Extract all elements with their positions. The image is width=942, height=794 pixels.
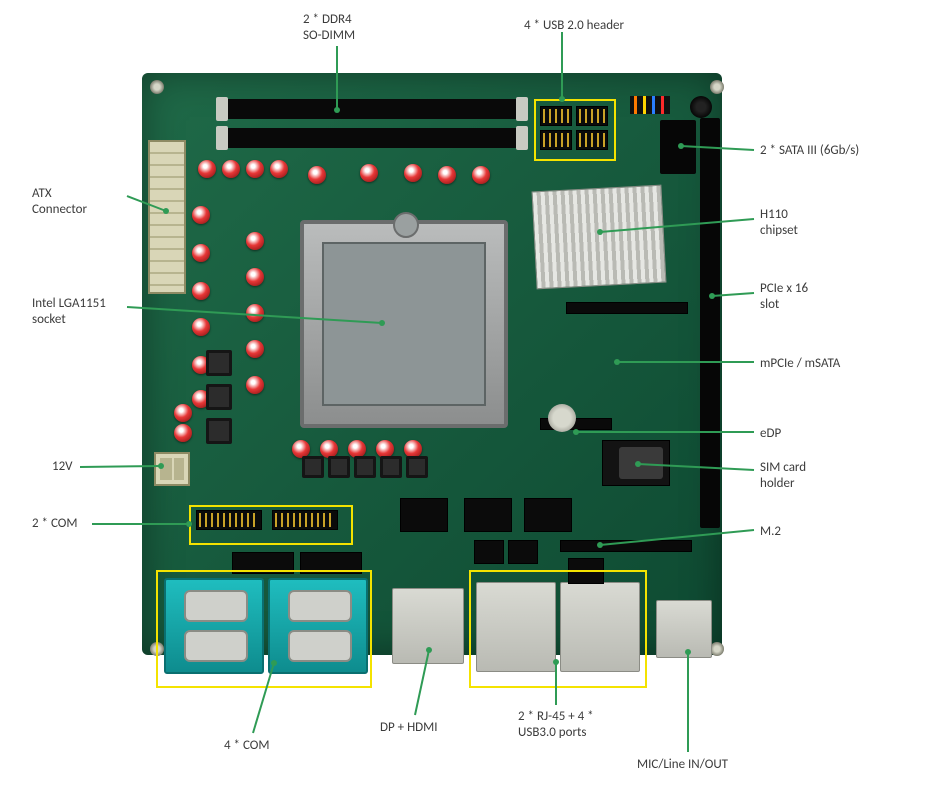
pcie-x16-slot (700, 118, 720, 528)
ic-chip (524, 498, 572, 532)
mounting-screw (150, 80, 164, 94)
capacitor (192, 318, 210, 336)
capacitor (192, 206, 210, 224)
capacitor (246, 304, 264, 322)
capacitor (360, 164, 378, 182)
com-port-block (268, 578, 368, 674)
inductor-choke (206, 418, 232, 444)
label-sim: SIM card holder (760, 460, 806, 491)
inductor-choke (206, 384, 232, 410)
ic-chip (300, 552, 362, 574)
rj45-usb3-block (476, 582, 556, 672)
capacitor (246, 340, 264, 358)
capacitor (472, 166, 490, 184)
mounting-screw (710, 80, 724, 94)
label-ddr4: 2 * DDR4 SO-DIMM (303, 12, 355, 43)
capacitor (308, 166, 326, 184)
mpcie-msata-slot (566, 302, 688, 314)
label-rjusb: 2 * RJ-45 + 4 * USB3.0 ports (518, 709, 594, 740)
ic-chip (474, 540, 504, 564)
label-edp: eDP (760, 426, 781, 442)
usb2-header (576, 130, 608, 150)
inductor-choke (354, 456, 376, 478)
capacitor (270, 160, 288, 178)
com-header (272, 510, 338, 530)
h110-chipset-heatsink (532, 185, 667, 290)
label-pwr12: 12V (52, 459, 73, 475)
label-m2: M.2 (760, 524, 781, 540)
inductor-choke (380, 456, 402, 478)
ic-chip (400, 498, 448, 532)
capacitor (174, 404, 192, 422)
mounting-screw (710, 642, 724, 656)
front-panel-header (630, 96, 670, 114)
12v-connector (154, 452, 190, 486)
label-pcie: PCIe x 16 slot (760, 281, 808, 312)
inductor-choke (302, 456, 324, 478)
dp-hdmi-block (392, 588, 464, 664)
capacitor (246, 232, 264, 250)
ddr4-sodimm-slot (222, 99, 522, 119)
capacitor (192, 282, 210, 300)
ic-chip (464, 498, 512, 532)
capacitor (246, 268, 264, 286)
label-lga: Intel LGA1151 socket (32, 296, 106, 327)
com-header (196, 510, 262, 530)
sata-iii-ports (660, 120, 696, 174)
label-mic: MIC/Line IN/OUT (637, 757, 728, 773)
lga1151-socket (300, 220, 508, 428)
usb2-header (540, 106, 572, 126)
capacitor (246, 376, 264, 394)
inductor-choke (406, 456, 428, 478)
buzzer (690, 96, 712, 118)
usb2-header (540, 130, 572, 150)
mounting-screw (150, 642, 164, 656)
ic-chip (568, 558, 604, 584)
capacitor (174, 424, 192, 442)
capacitor (192, 244, 210, 262)
ddr4-sodimm-slot (222, 128, 522, 148)
capacitor (404, 164, 422, 182)
label-sata: 2 * SATA III (6Gb/s) (760, 143, 859, 159)
label-usb2: 4 * USB 2.0 header (524, 18, 624, 34)
inductor-choke (206, 350, 232, 376)
audio-jack-block (656, 600, 712, 658)
capacitor (246, 160, 264, 178)
label-com4: 4 * COM (224, 738, 269, 754)
label-atx: ATX Connector (32, 186, 87, 217)
com-port-block (164, 578, 264, 674)
label-h110: H110 chipset (760, 207, 798, 238)
cmos-battery (548, 404, 576, 432)
inductor-choke (328, 456, 350, 478)
capacitor (222, 160, 240, 178)
capacitor (438, 166, 456, 184)
atx-connector (148, 140, 186, 294)
usb2-header (576, 106, 608, 126)
ic-chip (232, 552, 294, 574)
label-mpcie: mPCIe / mSATA (760, 356, 840, 372)
sim-card-holder (602, 440, 670, 486)
label-dphdmi: DP + HDMI (380, 720, 438, 736)
capacitor (198, 160, 216, 178)
m2-slot (560, 540, 692, 552)
ic-chip (508, 540, 538, 564)
rj45-usb3-block (560, 582, 640, 672)
label-com2: 2 * COM (32, 516, 77, 532)
